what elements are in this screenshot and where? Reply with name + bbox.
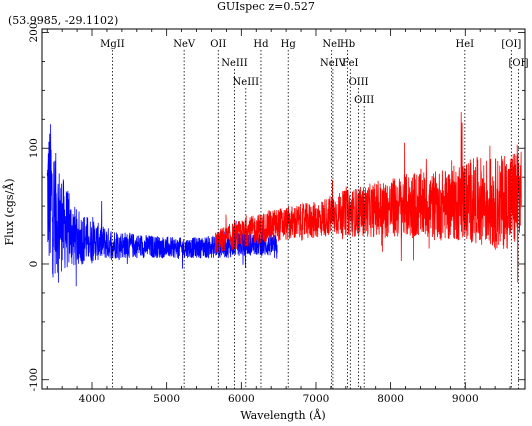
line-label-3: NeIII xyxy=(221,58,248,69)
line-label-13: HeI xyxy=(456,39,475,50)
y-axis-label: Flux (cgs/Å) xyxy=(2,178,16,245)
x-tick-label-2: 6000 xyxy=(228,393,255,405)
line-label-6: Hg xyxy=(281,39,297,50)
line-label-15: [OI] xyxy=(509,58,529,69)
y-tick-label-3: 200 xyxy=(28,22,40,42)
line-label-2: OII xyxy=(210,39,226,50)
line-label-9: FeI xyxy=(342,58,358,69)
x-tick-label-1: 5000 xyxy=(153,393,180,405)
y-tick-label-1: 0 xyxy=(28,261,40,268)
spectrum-series-2 xyxy=(214,112,522,283)
plot-frame xyxy=(41,28,526,390)
line-label-11: OIII xyxy=(349,77,369,88)
line-label-0: MgII xyxy=(100,39,125,50)
line-label-4: NeIII xyxy=(233,77,260,88)
axis-ticks-group: 4000 5000 6000 7000 8000 9000 -100 0 100 200 xyxy=(28,22,526,405)
chart-title: GUIspec z=0.527 xyxy=(217,0,315,13)
y-tick-label-0: -100 xyxy=(28,368,40,392)
line-label-14: [OI] xyxy=(501,39,521,50)
line-label-7: NeIV xyxy=(320,58,347,69)
x-tick-label-3: 7000 xyxy=(303,393,330,405)
line-label-1: NeV xyxy=(173,39,196,50)
spectrum-series-1 xyxy=(46,124,278,287)
x-axis-label: Wavelength (Å) xyxy=(240,408,325,422)
chart-coords: (53.9985, -29.1102) xyxy=(8,14,118,27)
x-tick-label-0: 4000 xyxy=(79,393,106,405)
line-label-5: Hd xyxy=(253,39,269,50)
x-tick-label-5: 9000 xyxy=(452,393,479,405)
line-label-12: OIII xyxy=(354,95,374,106)
line-label-10: Hb xyxy=(340,39,355,50)
x-tick-label-4: 8000 xyxy=(377,393,404,405)
series-group xyxy=(46,112,522,287)
y-tick-label-2: 100 xyxy=(28,138,40,158)
line-label-8: NeI xyxy=(322,39,341,50)
